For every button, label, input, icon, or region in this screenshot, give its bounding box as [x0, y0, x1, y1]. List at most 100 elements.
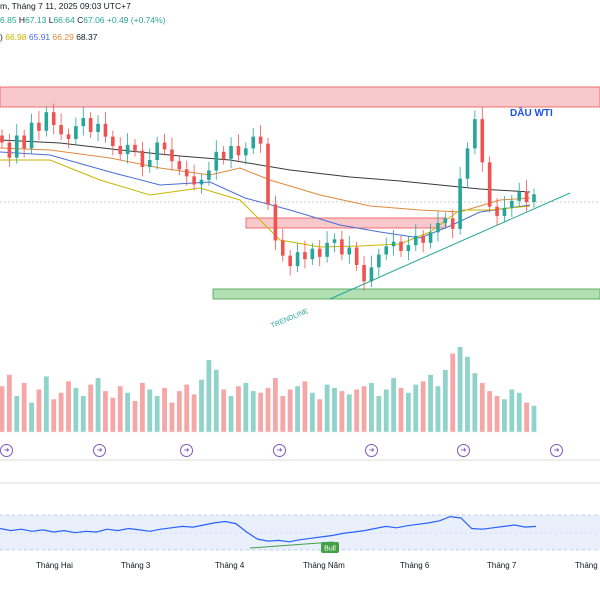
- candle-body[interactable]: [377, 254, 381, 268]
- candle-body[interactable]: [458, 178, 462, 229]
- volume-bar: [413, 384, 419, 432]
- candle-body[interactable]: [229, 146, 233, 159]
- candle-body[interactable]: [399, 241, 403, 251]
- volume-bar: [191, 394, 197, 432]
- candle-body[interactable]: [88, 118, 93, 132]
- candle-body[interactable]: [66, 134, 71, 139]
- bull-badge: [321, 542, 339, 553]
- candle-body[interactable]: [362, 265, 366, 282]
- volume-bar: [398, 387, 404, 432]
- volume-bar: [117, 386, 123, 432]
- candle-body[interactable]: [273, 204, 278, 241]
- candle-body[interactable]: [532, 194, 536, 202]
- candle-body[interactable]: [111, 136, 115, 146]
- candle-body[interactable]: [510, 200, 514, 208]
- candle-body[interactable]: [74, 126, 78, 139]
- candle-body[interactable]: [0, 135, 4, 143]
- candle-body[interactable]: [340, 239, 344, 255]
- candle-body[interactable]: [347, 247, 352, 255]
- volume-bar: [95, 378, 101, 432]
- candle-body[interactable]: [303, 252, 307, 260]
- forward-arrow-icon[interactable]: ➜: [550, 444, 563, 457]
- candle-body[interactable]: [428, 232, 433, 243]
- candle-body[interactable]: [236, 146, 241, 156]
- candle-body[interactable]: [406, 245, 411, 251]
- candle-body[interactable]: [325, 242, 329, 257]
- candle-body[interactable]: [473, 119, 477, 149]
- candle-body[interactable]: [162, 142, 167, 150]
- volume-bar: [317, 399, 323, 432]
- candle-body[interactable]: [155, 142, 159, 161]
- candle-body[interactable]: [443, 218, 448, 223]
- candle-body[interactable]: [125, 144, 130, 155]
- candle-body[interactable]: [421, 235, 425, 243]
- candle-body[interactable]: [244, 148, 248, 156]
- candle-body[interactable]: [487, 162, 492, 207]
- candle-body[interactable]: [140, 150, 145, 167]
- volume-bar: [479, 382, 485, 432]
- candle-body[interactable]: [44, 112, 49, 131]
- candle-body[interactable]: [413, 235, 418, 246]
- forward-arrow-icon[interactable]: ➜: [0, 444, 13, 457]
- forward-arrow-icon[interactable]: ➜: [93, 444, 106, 457]
- volume-bar: [110, 397, 116, 432]
- volume-bar: [324, 384, 330, 432]
- forward-arrow-icon[interactable]: ➜: [457, 444, 470, 457]
- bull-badge-label: Bull: [324, 546, 336, 553]
- volume-bar: [383, 389, 389, 432]
- candle-body[interactable]: [51, 112, 56, 125]
- candle-body[interactable]: [369, 267, 374, 282]
- candle-body[interactable]: [495, 206, 499, 216]
- candle-body[interactable]: [184, 169, 189, 177]
- candle-body[interactable]: [7, 142, 12, 158]
- candle-body[interactable]: [480, 119, 485, 163]
- candle-body[interactable]: [118, 146, 123, 155]
- candle-body[interactable]: [214, 151, 219, 171]
- candle-body[interactable]: [14, 135, 19, 158]
- forward-arrow-icon[interactable]: ➜: [180, 444, 193, 457]
- candle-body[interactable]: [280, 240, 285, 256]
- candle-body[interactable]: [133, 144, 137, 151]
- forward-arrow-icon[interactable]: ➜: [273, 444, 286, 457]
- support-zone: [212, 288, 600, 300]
- candle-body[interactable]: [465, 148, 470, 179]
- candle-body[interactable]: [192, 176, 196, 185]
- candle-body[interactable]: [354, 247, 359, 266]
- candle-body[interactable]: [59, 125, 63, 135]
- candle-body[interactable]: [81, 118, 86, 127]
- volume-bar: [14, 396, 20, 432]
- candle-body[interactable]: [502, 207, 507, 216]
- candle-body[interactable]: [177, 161, 182, 170]
- candle-body[interactable]: [147, 160, 152, 167]
- forward-arrow-icon[interactable]: ➜: [365, 444, 378, 457]
- chart-header-ohlc: 6.85 H67.13 L66.64 C67.06 +0.49 (+0.74%): [0, 15, 166, 25]
- candle-body[interactable]: [450, 218, 455, 229]
- candle-body[interactable]: [199, 179, 204, 185]
- candle-body[interactable]: [170, 149, 174, 162]
- candle-body[interactable]: [295, 252, 300, 267]
- candle-body[interactable]: [22, 135, 26, 149]
- candle-body[interactable]: [103, 123, 108, 137]
- candle-body[interactable]: [288, 255, 292, 267]
- candle-body[interactable]: [317, 248, 322, 257]
- candle-body[interactable]: [384, 246, 389, 255]
- candle-body[interactable]: [251, 136, 256, 149]
- volume-bar: [494, 396, 500, 432]
- candle-body[interactable]: [258, 136, 263, 144]
- candle-body[interactable]: [29, 122, 34, 149]
- candle-body[interactable]: [332, 239, 337, 243]
- candle-body[interactable]: [221, 151, 226, 159]
- volume-bar: [376, 396, 382, 432]
- volume-bar: [369, 382, 374, 432]
- candle-body[interactable]: [391, 241, 396, 247]
- candle-body[interactable]: [310, 248, 315, 260]
- candle-body[interactable]: [96, 123, 100, 132]
- candle-body[interactable]: [524, 191, 529, 203]
- candle-body[interactable]: [37, 122, 41, 131]
- volume-bar: [516, 392, 522, 432]
- candle-body[interactable]: [517, 191, 522, 201]
- candle-body[interactable]: [436, 223, 440, 233]
- candle-body[interactable]: [207, 170, 211, 180]
- candle-body[interactable]: [266, 143, 270, 205]
